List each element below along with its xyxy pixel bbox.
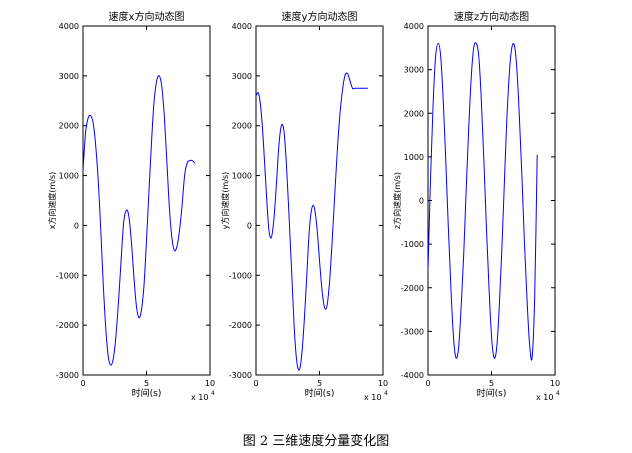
y-tick-label: 0 [74, 221, 79, 230]
x-tick-label: 10 [378, 379, 388, 388]
y-tick-label: 4000 [59, 22, 79, 31]
y-tick-label: 4000 [404, 22, 424, 31]
x-exponent-label: x 10 [536, 393, 553, 402]
y-tick-label: -2000 [401, 284, 424, 293]
y-tick-label: 2000 [232, 122, 252, 131]
y-tick-label: 1000 [232, 172, 252, 181]
y-tick-label: -3000 [401, 327, 424, 336]
y-axis-label: z方向速度(m/s) [392, 172, 402, 229]
y-tick-label: -1000 [401, 240, 424, 249]
x-tick-label: 0 [253, 379, 258, 388]
y-tick-label: 4000 [232, 22, 252, 31]
x-exponent-label: x 10 [364, 393, 381, 402]
subplot-1: 速度x方向动态图 -3000 -2000 -1000 0 1000 2000 3000 4000… [47, 10, 215, 402]
x-exponent-label: x 10 [191, 393, 208, 402]
y-tick-label: -3000 [56, 371, 79, 380]
x-tick-label: 10 [205, 379, 215, 388]
axes-frame [255, 25, 384, 376]
chart-title: 速度y方向动态图 [282, 10, 358, 23]
y-tick-label: -2000 [229, 321, 252, 330]
series-line [82, 75, 196, 366]
subplot-2: 速度y方向动态图 -3000 -2000 -1000 0 1000 2000 3000 4000… [220, 10, 388, 402]
y-tick-label: -2000 [56, 321, 79, 330]
x-exponent: 4 [384, 390, 388, 397]
y-tick-label: 3000 [404, 66, 424, 75]
y-tick-label: 3000 [59, 72, 79, 81]
x-tick-label: 0 [425, 379, 430, 388]
figure-caption: 图 2 三维速度分量变化图 [242, 434, 390, 449]
axes-frame [82, 25, 211, 376]
x-axis-label: 时间(s) [305, 387, 335, 399]
chart-title: 速度x方向动态图 [109, 10, 185, 23]
y-tick-label: 0 [419, 197, 424, 206]
y-tick-label: -4000 [401, 371, 424, 380]
x-tick-label: 5 [144, 379, 149, 388]
y-tick-label: 2000 [404, 109, 424, 118]
x-exponent: 4 [211, 390, 215, 397]
x-axis-label: 时间(s) [132, 387, 162, 399]
x-axis-label: 时间(s) [477, 387, 507, 399]
x-tick-label: 0 [80, 379, 85, 388]
x-exponent: 4 [556, 390, 560, 397]
y-tick-label: -3000 [229, 371, 252, 380]
y-tick-label: -1000 [56, 271, 79, 280]
y-tick-label: 1000 [404, 153, 424, 162]
chart-title: 速度z方向动态图 [454, 10, 529, 23]
y-tick-label: 2000 [59, 122, 79, 131]
series-line [427, 42, 538, 361]
y-tick-label: 3000 [232, 72, 252, 81]
y-axis-label: y方向速度(m/s) [220, 172, 230, 230]
x-tick-label: 5 [489, 379, 494, 388]
y-tick-label: -1000 [229, 271, 252, 280]
x-tick-label: 5 [317, 379, 322, 388]
series-line [255, 72, 368, 371]
x-tick-label: 10 [550, 379, 560, 388]
y-tick-label: 1000 [59, 172, 79, 181]
subplot-3: 速度z方向动态图 -4000 -3000 -2000 -1000 0 1000 2000 300… [392, 10, 560, 402]
y-axis-label: x方向速度(m/s) [47, 172, 57, 230]
y-tick-label: 0 [247, 221, 252, 230]
